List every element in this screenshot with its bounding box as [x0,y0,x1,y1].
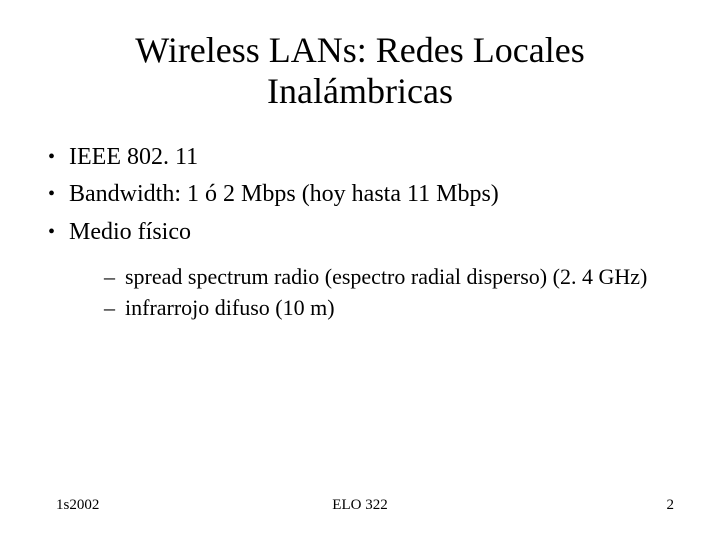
slide-container: Wireless LANs: Redes Locales Inalámbrica… [0,0,720,540]
sub-bullet-text: infrarrojo difuso (10 m) [125,293,680,323]
bullet-item: • Medio físico [48,216,680,250]
footer-course: ELO 322 [332,497,387,514]
bullet-marker: • [48,216,55,248]
bullet-marker: • [48,141,55,173]
bullet-text: Medio físico [69,216,191,250]
footer-page-number: 2 [667,497,675,514]
bullet-item: • Bandwidth: 1 ó 2 Mbps (hoy hasta 11 Mb… [48,178,680,212]
sub-bullet-item: – infrarrojo difuso (10 m) [104,293,680,323]
bullet-marker: • [48,178,55,210]
footer-date: 1s2002 [56,497,99,514]
bullet-text: IEEE 802. 11 [69,141,198,175]
dash-marker: – [104,262,115,292]
bullet-text: Bandwidth: 1 ó 2 Mbps (hoy hasta 11 Mbps… [69,178,499,212]
slide-title: Wireless LANs: Redes Locales Inalámbrica… [40,30,680,113]
sub-bullet-item: – spread spectrum radio (espectro radial… [104,262,680,292]
dash-marker: – [104,293,115,323]
bullet-item: • IEEE 802. 11 [48,141,680,175]
sub-bullet-text: spread spectrum radio (espectro radial d… [125,262,680,292]
main-bullet-list: • IEEE 802. 11 • Bandwidth: 1 ó 2 Mbps (… [40,141,680,254]
slide-footer: 1s2002 ELO 322 2 [0,497,720,514]
sub-bullet-list: – spread spectrum radio (espectro radial… [40,262,680,325]
